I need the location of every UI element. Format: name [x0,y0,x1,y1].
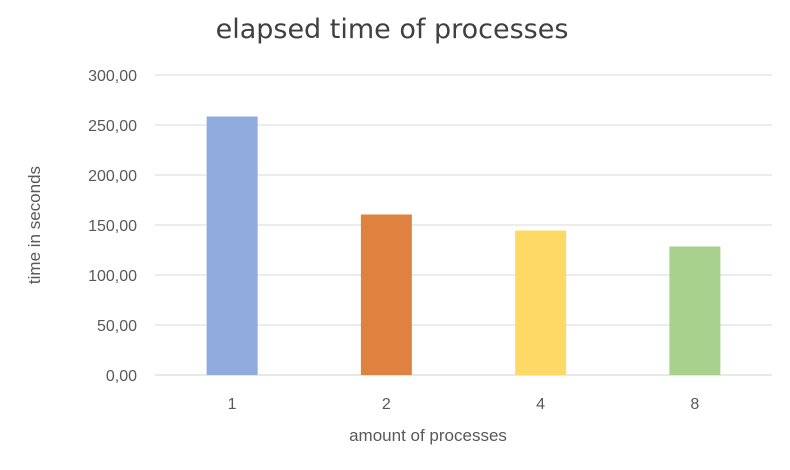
x-axis-ticks: 1 2 4 8 [228,396,700,413]
y-axis-ticks: 0,00 50,00 100,00 150,00 200,00 250,00 300,00 [88,68,137,385]
y-tick-label: 250,00 [88,118,137,135]
chart-title: elapsed time of processes [216,14,569,45]
bar-4 [515,230,567,375]
x-tick-label: 8 [690,396,699,413]
bar-1 [206,116,258,375]
y-tick-label: 150,00 [88,218,137,235]
x-tick-label: 2 [382,396,391,413]
y-tick-label: 50,00 [97,318,137,335]
y-tick-label: 300,00 [88,68,137,85]
y-axis-label: time in seconds [25,166,44,284]
x-tick-label: 1 [228,396,237,413]
bar-2 [360,214,412,375]
bar-8 [669,246,721,375]
gridlines [155,74,772,376]
bars [206,116,721,375]
y-tick-label: 200,00 [88,168,137,185]
x-axis-label: amount of processes [349,426,507,445]
x-tick-label: 4 [536,396,545,413]
y-tick-label: 0,00 [106,368,137,385]
y-tick-label: 100,00 [88,268,137,285]
